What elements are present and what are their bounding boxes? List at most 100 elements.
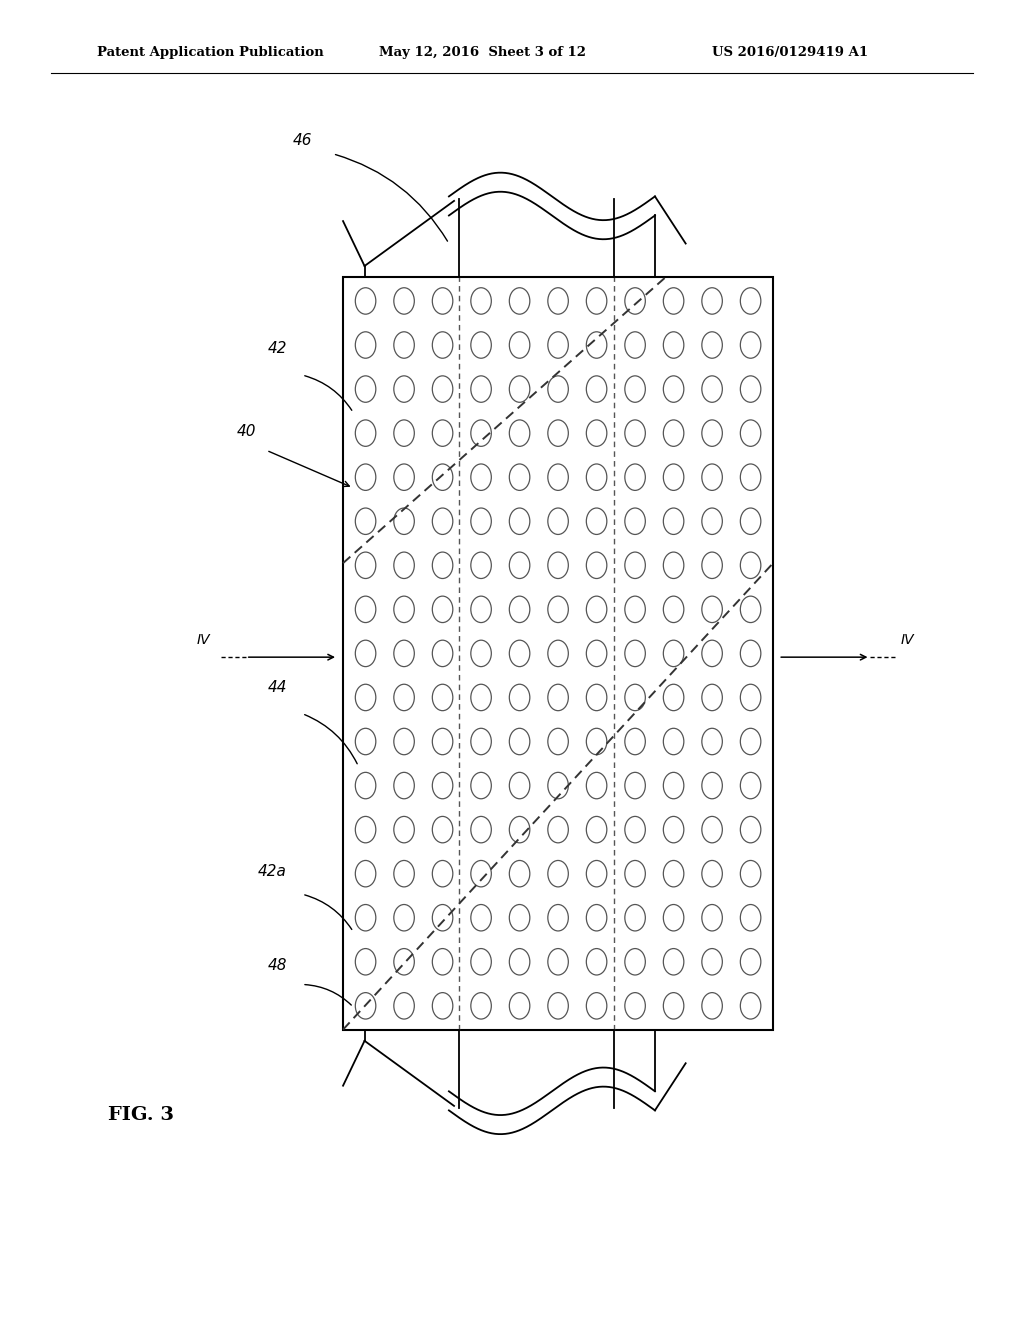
- Circle shape: [509, 772, 529, 799]
- Circle shape: [701, 772, 722, 799]
- Circle shape: [625, 993, 645, 1019]
- Circle shape: [664, 597, 684, 623]
- Circle shape: [740, 552, 761, 578]
- Circle shape: [394, 861, 415, 887]
- Circle shape: [394, 949, 415, 975]
- Circle shape: [432, 949, 453, 975]
- Circle shape: [587, 420, 607, 446]
- Circle shape: [587, 552, 607, 578]
- Circle shape: [509, 640, 529, 667]
- Circle shape: [701, 331, 722, 358]
- Circle shape: [471, 861, 492, 887]
- Circle shape: [587, 684, 607, 710]
- Circle shape: [355, 949, 376, 975]
- Circle shape: [587, 640, 607, 667]
- Circle shape: [587, 376, 607, 403]
- Circle shape: [625, 597, 645, 623]
- Text: Patent Application Publication: Patent Application Publication: [97, 46, 324, 59]
- Circle shape: [432, 376, 453, 403]
- Circle shape: [740, 772, 761, 799]
- Circle shape: [664, 949, 684, 975]
- Circle shape: [548, 904, 568, 931]
- Circle shape: [432, 861, 453, 887]
- Circle shape: [701, 552, 722, 578]
- Circle shape: [432, 729, 453, 755]
- Circle shape: [394, 684, 415, 710]
- Circle shape: [509, 684, 529, 710]
- Circle shape: [548, 772, 568, 799]
- Circle shape: [740, 640, 761, 667]
- Text: FIG. 3: FIG. 3: [108, 1106, 173, 1125]
- Circle shape: [664, 376, 684, 403]
- Circle shape: [471, 552, 492, 578]
- Circle shape: [471, 376, 492, 403]
- Circle shape: [664, 729, 684, 755]
- Circle shape: [355, 552, 376, 578]
- Circle shape: [587, 729, 607, 755]
- Circle shape: [701, 816, 722, 843]
- Circle shape: [432, 331, 453, 358]
- Circle shape: [625, 684, 645, 710]
- Circle shape: [548, 508, 568, 535]
- Circle shape: [664, 993, 684, 1019]
- Circle shape: [625, 772, 645, 799]
- Circle shape: [625, 463, 645, 491]
- Circle shape: [471, 331, 492, 358]
- Circle shape: [625, 376, 645, 403]
- Circle shape: [587, 508, 607, 535]
- Text: IV: IV: [197, 632, 210, 647]
- Circle shape: [701, 597, 722, 623]
- Circle shape: [664, 508, 684, 535]
- Circle shape: [625, 552, 645, 578]
- Circle shape: [471, 816, 492, 843]
- Circle shape: [548, 949, 568, 975]
- Circle shape: [587, 463, 607, 491]
- Circle shape: [625, 640, 645, 667]
- Circle shape: [701, 684, 722, 710]
- Circle shape: [394, 376, 415, 403]
- Circle shape: [701, 420, 722, 446]
- Circle shape: [355, 331, 376, 358]
- Circle shape: [548, 420, 568, 446]
- Circle shape: [432, 463, 453, 491]
- Circle shape: [701, 508, 722, 535]
- Circle shape: [394, 772, 415, 799]
- Circle shape: [471, 463, 492, 491]
- Circle shape: [394, 597, 415, 623]
- Circle shape: [548, 993, 568, 1019]
- Circle shape: [471, 904, 492, 931]
- Circle shape: [548, 463, 568, 491]
- Circle shape: [740, 684, 761, 710]
- Circle shape: [587, 816, 607, 843]
- Circle shape: [432, 904, 453, 931]
- Circle shape: [587, 597, 607, 623]
- Circle shape: [548, 684, 568, 710]
- Circle shape: [740, 463, 761, 491]
- Circle shape: [740, 729, 761, 755]
- Circle shape: [394, 552, 415, 578]
- Circle shape: [432, 597, 453, 623]
- Circle shape: [664, 552, 684, 578]
- Circle shape: [509, 463, 529, 491]
- Circle shape: [664, 904, 684, 931]
- Circle shape: [664, 684, 684, 710]
- Circle shape: [701, 463, 722, 491]
- Circle shape: [548, 288, 568, 314]
- Circle shape: [701, 640, 722, 667]
- Circle shape: [701, 949, 722, 975]
- Circle shape: [509, 729, 529, 755]
- Circle shape: [355, 861, 376, 887]
- Text: 42: 42: [267, 341, 287, 356]
- Circle shape: [625, 331, 645, 358]
- Circle shape: [664, 331, 684, 358]
- Circle shape: [432, 772, 453, 799]
- Circle shape: [548, 597, 568, 623]
- Circle shape: [587, 772, 607, 799]
- Circle shape: [471, 420, 492, 446]
- Circle shape: [355, 904, 376, 931]
- Circle shape: [625, 861, 645, 887]
- Circle shape: [355, 508, 376, 535]
- Circle shape: [664, 816, 684, 843]
- Text: 40: 40: [237, 424, 256, 440]
- Text: May 12, 2016  Sheet 3 of 12: May 12, 2016 Sheet 3 of 12: [379, 46, 586, 59]
